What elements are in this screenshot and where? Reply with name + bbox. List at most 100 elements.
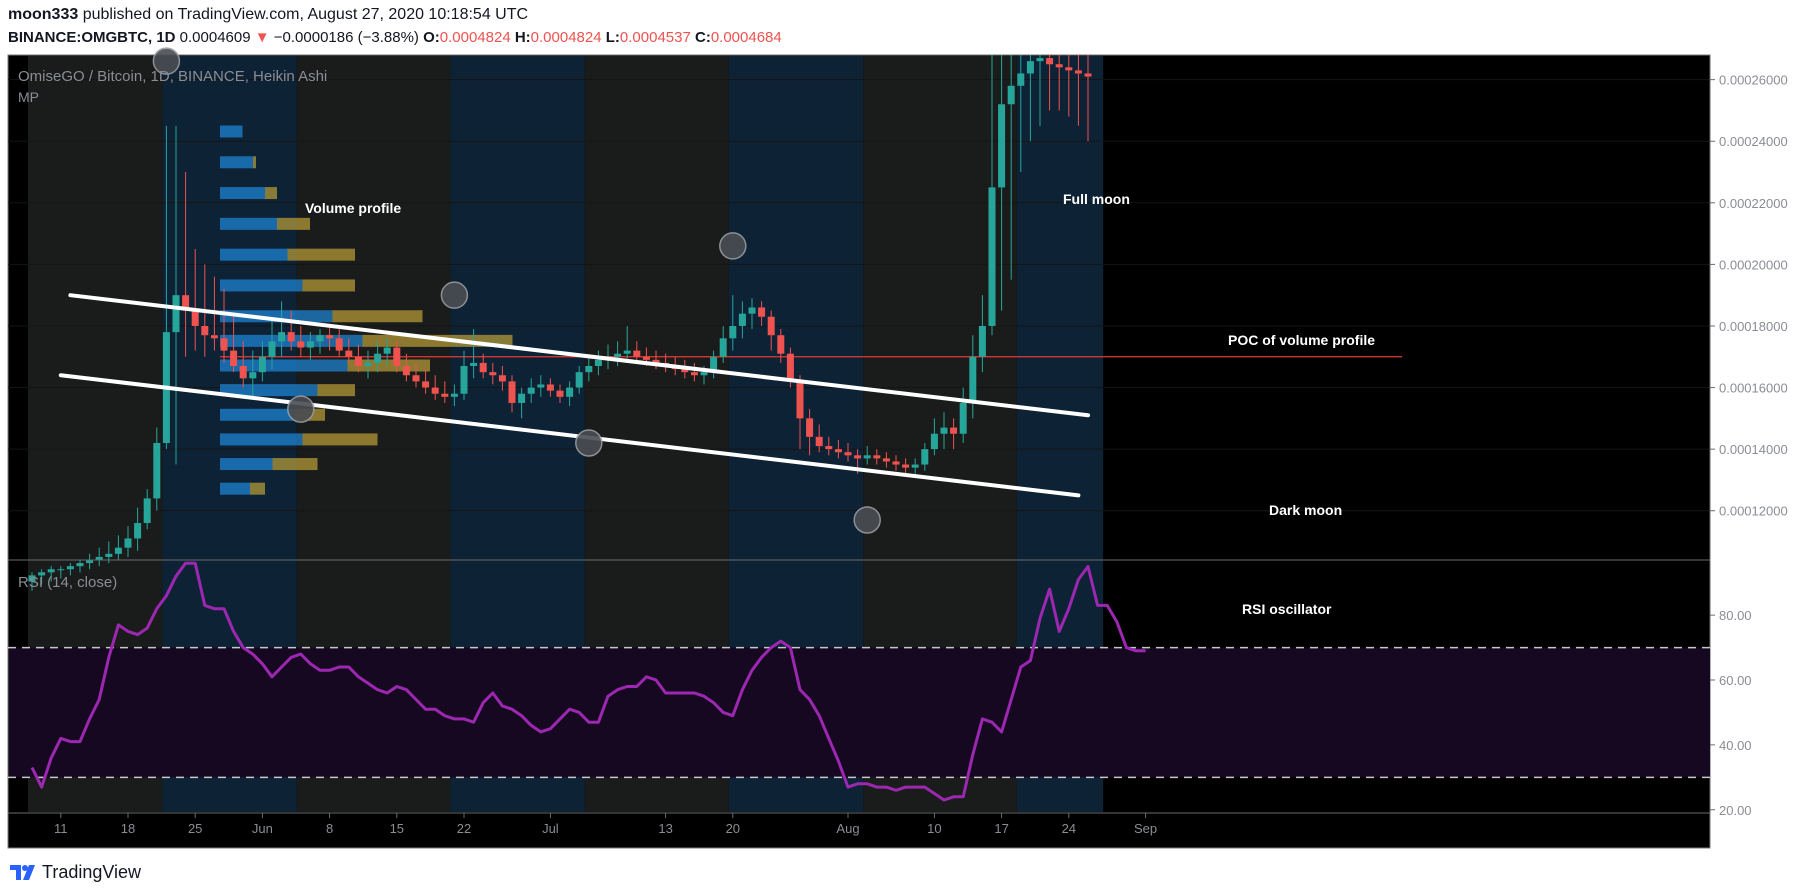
time-tick-label: 22	[457, 821, 471, 836]
volume-profile-bar-up	[220, 279, 303, 292]
price-tick-label: 0.00014000	[1719, 442, 1788, 457]
candle-body	[518, 393, 526, 403]
candle-body	[796, 381, 804, 419]
candle-body	[66, 566, 74, 570]
candle-body	[230, 350, 238, 367]
annotation-full-moon: Full moon	[1063, 191, 1130, 207]
candle-body	[950, 427, 958, 434]
volume-profile-bar-up	[220, 156, 253, 169]
candle-body	[470, 362, 478, 367]
volume-profile-bar-up	[220, 359, 348, 372]
tradingview-brand[interactable]: TradingView	[42, 861, 142, 882]
volume-profile-bar-up	[220, 187, 265, 200]
candle-body	[354, 356, 362, 367]
volume-profile-bar-down	[332, 310, 423, 323]
candle-body	[412, 375, 420, 382]
volume-profile-bar-down	[302, 433, 378, 446]
candle-body	[758, 307, 766, 317]
author-name[interactable]: moon333	[8, 6, 79, 23]
time-tick-label: Aug	[836, 821, 859, 836]
candle-body	[1036, 58, 1044, 62]
candle-body	[777, 335, 785, 354]
candle-body	[239, 366, 247, 379]
candle-body	[1017, 73, 1025, 86]
annotation-poc: POC of volume profile	[1228, 332, 1375, 348]
channel-lines	[58, 293, 1090, 498]
volume-profile	[220, 125, 513, 495]
rsi-band	[9, 647, 1710, 778]
high-value: 0.0004824	[530, 29, 602, 46]
moon-marker-icon	[287, 395, 315, 423]
price-tick-label: 0.00022000	[1719, 196, 1788, 211]
ohlc-legend: BINANCE:OMGBTC, 1D 0.0004609 ▼ −0.000018…	[8, 29, 782, 46]
price-tick-label: 0.00016000	[1719, 381, 1788, 396]
channel-line	[58, 373, 1081, 498]
candle-body	[681, 369, 689, 373]
candle-body	[105, 553, 113, 557]
candle-body	[57, 569, 65, 571]
channel-line	[68, 293, 1090, 418]
price-tick-label: 0.00012000	[1719, 504, 1788, 519]
volume-profile-bar-down	[272, 458, 318, 471]
candle-body	[489, 372, 497, 376]
tradingview-logo-icon[interactable]	[8, 861, 36, 883]
candle-body	[614, 353, 622, 357]
candle-body	[585, 366, 593, 373]
candle-body	[335, 338, 343, 351]
volume-profile-bar-up	[220, 408, 295, 421]
volume-profile-bar-up	[220, 217, 277, 230]
volume-profile-bar-down	[317, 384, 355, 397]
volume-profile-bar-up	[220, 433, 303, 446]
price-tick-label: 0.00026000	[1719, 73, 1788, 88]
time-tick-label: 18	[121, 821, 135, 836]
candle-body	[498, 375, 506, 382]
candle-body	[345, 350, 353, 357]
volume-profile-bar-up	[220, 248, 288, 261]
candle-body	[969, 356, 977, 403]
price-tick-label: 0.00018000	[1719, 319, 1788, 334]
volume-profile-bar-down	[287, 248, 355, 261]
candle-body	[1055, 64, 1063, 68]
candle-body	[527, 387, 535, 394]
footer: TradingView	[8, 861, 141, 883]
low-value: 0.0004537	[619, 29, 691, 46]
candle-body	[633, 350, 641, 357]
candle-body	[297, 341, 305, 348]
low-label: L:	[605, 29, 620, 46]
moon-marker-icon	[575, 429, 603, 457]
candle-body	[220, 338, 228, 351]
candle-body	[76, 563, 84, 567]
time-tick-label: 8	[326, 821, 333, 836]
candle-body	[182, 295, 190, 311]
down-arrow-icon: ▼	[254, 29, 270, 46]
candle-body	[1046, 58, 1054, 65]
candle-body	[642, 356, 650, 360]
time-tick-label: 17	[994, 821, 1008, 836]
candle-body	[786, 353, 794, 382]
candle-body	[930, 433, 938, 450]
indicator-label: MP	[18, 89, 39, 105]
moon-marker-icon	[152, 47, 181, 75]
rsi-axis: 20.00 40.00 60.00 80.00	[1710, 608, 1752, 818]
volume-profile-bar-up	[220, 125, 243, 138]
candle-body	[882, 458, 890, 462]
price-axis: 0.00012000 0.00014000 0.00016000 0.00018000…	[1710, 73, 1788, 519]
close-label: C:	[694, 29, 711, 46]
candle-body	[719, 338, 727, 357]
candles	[28, 55, 1092, 591]
chart-title: OmiseGO / Bitcoin, 1D, BINANCE, Heikin A…	[18, 68, 327, 85]
candle-body	[201, 325, 209, 336]
time-tick-label: Sep	[1134, 821, 1157, 836]
candle-body	[95, 556, 103, 560]
symbol-label: BINANCE:OMGBTC, 1D	[8, 29, 176, 46]
candle-body	[153, 442, 161, 499]
candle-body	[38, 572, 46, 576]
volume-profile-bar-down	[265, 187, 277, 200]
candle-body	[383, 347, 391, 354]
moon-marker-icon	[853, 506, 881, 534]
open-label: O:	[423, 29, 440, 46]
rsi-tick-label: 40.00	[1719, 738, 1752, 753]
moon-marker-icon	[440, 281, 469, 309]
candle-body	[556, 390, 564, 397]
